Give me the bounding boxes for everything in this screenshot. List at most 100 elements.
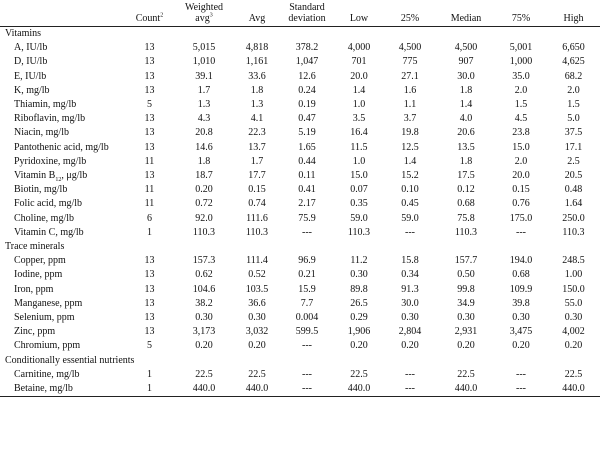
cell-median: 22.5 (457, 368, 475, 380)
cell-std-dev: 96.9 (298, 255, 316, 267)
cell-median: 75.8 (457, 212, 475, 224)
cell-std-dev: 0.19 (298, 99, 316, 111)
table-row: Manganese, ppm 13 38.2 36.6 7.7 26.5 30.0 34.9 3… (0, 297, 600, 311)
cell-median: 110.3 (454, 226, 478, 238)
cell-median: 30.0 (457, 70, 475, 82)
cell-p25: 3.7 (403, 113, 417, 125)
cell-std-dev: 599.5 (295, 326, 319, 338)
nutrient-name: Pantothenic acid, mg/lb (14, 141, 109, 153)
cell-median: 34.9 (457, 297, 475, 309)
cell-avg: 0.20 (248, 340, 266, 352)
cell-median: 0.30 (457, 312, 475, 324)
header-count: Count2 (126, 0, 173, 27)
cell-low: 4,000 (347, 42, 371, 54)
table-row: Vitamin B12, μg/lb 13 18.7 17.7 0.11 15.0 15.2… (0, 169, 600, 183)
cell-count: 5 (147, 340, 152, 352)
cell-p75: 0.30 (512, 312, 530, 324)
table-row: Selenium, ppm 13 0.30 0.30 0.004 0.29 0.30 0.30… (0, 311, 600, 325)
header-high: High (547, 0, 600, 27)
cell-weighted-avg: 157.3 (192, 255, 216, 267)
table-row: Niacin, mg/lb 13 20.8 22.3 5.19 16.4 19.8 20.6 2… (0, 126, 600, 140)
cell-count: 13 (144, 70, 155, 82)
cell-std-dev: 0.004 (295, 312, 319, 324)
cell-p25: 59.0 (401, 212, 419, 224)
cell-p75: 39.8 (512, 297, 530, 309)
cell-p25: 0.20 (401, 340, 419, 352)
cell-p25: 4,500 (398, 42, 422, 54)
cell-weighted-avg: 0.30 (195, 312, 213, 324)
cell-weighted-avg: 0.20 (195, 184, 213, 196)
nutrient-name: Niacin, mg/lb (14, 127, 69, 139)
section-header-row: Trace minerals (0, 240, 600, 254)
cell-avg: 22.5 (248, 368, 266, 380)
cell-avg: 33.6 (248, 70, 266, 82)
table-row: D, IU/lb 13 1,010 1,161 1,047 701 775 907 1,000 4… (0, 55, 600, 69)
cell-p75: --- (516, 368, 526, 380)
cell-weighted-avg: 0.72 (195, 198, 213, 210)
cell-count: 13 (144, 141, 155, 153)
cell-median: 20.6 (457, 127, 475, 139)
cell-weighted-avg: 440.0 (173, 382, 235, 398)
cell-std-dev: 0.41 (298, 184, 316, 196)
cell-high: 4,625 (562, 56, 585, 68)
section-header-row: Conditionally essential nutrients (0, 354, 600, 368)
cell-high: 1.64 (564, 198, 583, 210)
cell-weighted-avg: 1.3 (197, 99, 211, 111)
cell-median: 157.7 (454, 255, 478, 267)
header-median: Median (437, 0, 495, 27)
table-row: E, IU/lb 13 39.1 33.6 12.6 20.0 27.1 30.0 35.0 68… (0, 70, 600, 84)
cell-median: 4,500 (454, 42, 478, 54)
cell-count: 13 (144, 56, 155, 68)
cell-p25: 0.10 (401, 184, 419, 196)
table-row: Carnitine, mg/lb 1 22.5 22.5 --- 22.5 --- 22.5 -… (0, 368, 600, 382)
cell-median: 440.0 (437, 382, 495, 398)
table-row: Vitamin C, mg/lb 1 110.3 110.3 --- 110.3 --- 11… (0, 226, 600, 240)
cell-count: 1 (126, 382, 173, 398)
nutrient-name: Vitamin B12, μg/lb (14, 170, 88, 184)
cell-weighted-avg: 38.2 (195, 297, 213, 309)
cell-p25: 15.8 (401, 255, 419, 267)
cell-low: 11.2 (350, 255, 368, 267)
cell-low: 0.30 (350, 269, 368, 281)
cell-std-dev: 75.9 (298, 212, 316, 224)
table-row: Iron, ppm 13 104.6 103.5 15.9 89.8 91.3 99.8 109… (0, 283, 600, 297)
cell-p25: 30.0 (401, 297, 419, 309)
cell-count: 13 (144, 283, 155, 295)
cell-high: 20.5 (564, 170, 583, 182)
cell-count: 11 (144, 155, 155, 167)
cell-p25: 0.30 (401, 312, 419, 324)
table-row: Copper, ppm 13 157.3 111.4 96.9 11.2 15.8 157.7… (0, 254, 600, 268)
cell-p75: --- (495, 382, 547, 398)
cell-std-dev: 2.17 (298, 198, 316, 210)
cell-p25: 0.34 (401, 269, 419, 281)
cell-high: 250.0 (562, 212, 585, 224)
cell-low: 701 (351, 56, 367, 68)
cell-weighted-avg: 39.1 (195, 70, 213, 82)
header-low: Low (335, 0, 383, 27)
cell-low: 0.07 (350, 184, 368, 196)
nutrient-name: Manganese, ppm (14, 297, 83, 309)
cell-count: 13 (144, 84, 155, 96)
nutrient-name: Carnitine, mg/lb (14, 368, 80, 380)
cell-std-dev: --- (302, 368, 312, 380)
nutrient-name: Biotin, mg/lb (14, 184, 68, 196)
cell-median: 1.8 (459, 84, 473, 96)
cell-weighted-avg: 4.3 (197, 113, 211, 125)
header-avg: Avg (235, 0, 279, 27)
cell-count: 13 (144, 326, 155, 338)
cell-std-dev: 0.11 (298, 170, 316, 182)
table-row: Pantothenic acid, mg/lb 13 14.6 13.7 1.65 11.… (0, 141, 600, 155)
cell-high: 110.3 (562, 226, 585, 238)
cell-count: 13 (144, 42, 155, 54)
cell-count: 13 (144, 170, 155, 182)
cell-high: 37.5 (564, 127, 583, 139)
cell-p25: 19.8 (401, 127, 419, 139)
nutrient-name: Copper, ppm (14, 255, 66, 267)
cell-count: 13 (144, 312, 155, 324)
cell-p75: 175.0 (509, 212, 533, 224)
header-75pct: 75% (495, 0, 547, 27)
nutrient-name: Iodine, ppm (14, 269, 63, 281)
cell-std-dev: 1.65 (298, 141, 316, 153)
cell-avg: 17.7 (248, 170, 266, 182)
nutrient-name: Riboflavin, mg/lb (14, 113, 86, 125)
